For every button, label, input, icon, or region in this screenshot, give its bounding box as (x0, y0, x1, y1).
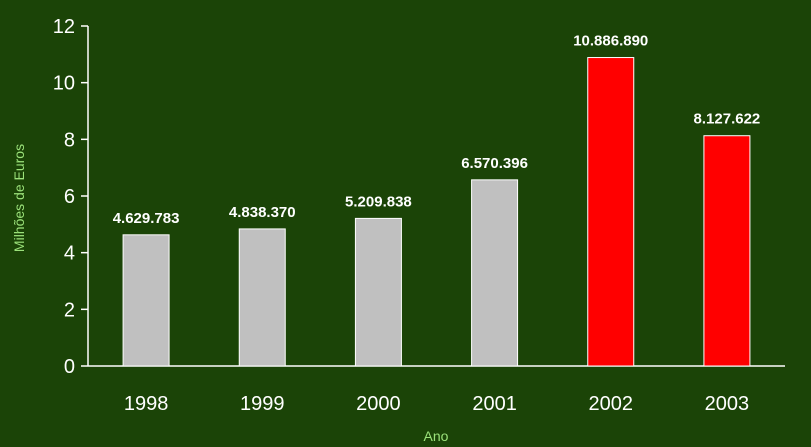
x-tick-label: 2002 (589, 393, 634, 415)
x-tick-label: 1999 (240, 393, 285, 415)
x-tick-label: 2000 (356, 393, 401, 415)
data-label-1998: 4.629.783 (113, 210, 180, 227)
y-tick-label: 2 (64, 299, 75, 321)
y-axis-title: Milhões de Euros (11, 144, 27, 252)
y-tick-label: 12 (53, 16, 75, 38)
y-tick-label: 0 (64, 356, 75, 378)
bars (122, 57, 751, 367)
data-label-2000: 5.209.838 (345, 193, 412, 210)
data-label-1999: 4.838.370 (229, 204, 296, 221)
bar-2001 (471, 179, 519, 367)
y-tick-label: 4 (64, 243, 75, 265)
x-tick-label: 2003 (705, 393, 750, 415)
data-label-2001: 6.570.396 (461, 155, 528, 172)
y-tick-label: 8 (64, 129, 75, 151)
bar-2002 (587, 57, 635, 367)
x-tick-label: 2001 (472, 393, 517, 415)
data-label-2002: 10.886.890 (573, 33, 648, 50)
y-tick-label: 10 (53, 73, 75, 95)
x-axis-title: Ano (424, 428, 449, 444)
data-label-2003: 8.127.622 (694, 111, 761, 128)
bar-1999 (238, 228, 286, 367)
x-tick-label: 1998 (124, 393, 169, 415)
y-tick-label: 6 (64, 186, 75, 208)
bar-2003 (703, 135, 751, 367)
bar-2000 (354, 217, 402, 367)
y-axis: 0 2 4 6 8 10 12 (53, 16, 89, 378)
x-axis: 1998 1999 2000 2001 2002 2003 (88, 365, 785, 415)
bar-1998 (122, 234, 170, 367)
data-labels: 4.629.783 4.838.370 5.209.838 6.570.396 10.8… (113, 33, 761, 227)
